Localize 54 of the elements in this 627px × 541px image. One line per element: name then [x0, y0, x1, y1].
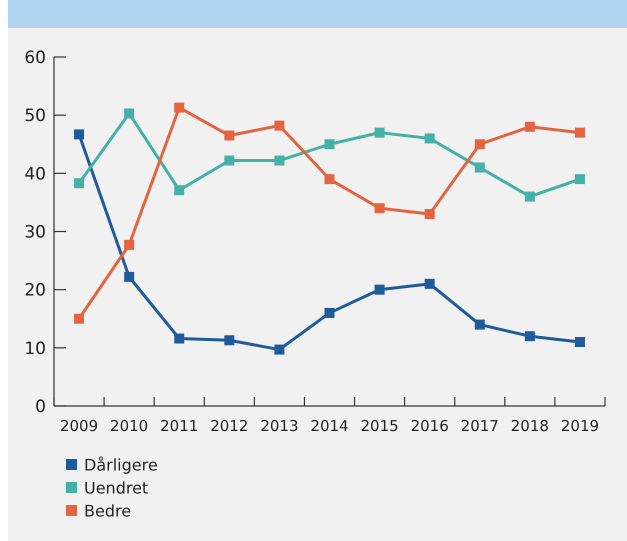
- point: [324, 139, 334, 150]
- point: [374, 284, 385, 295]
- point: [524, 192, 535, 202]
- point: [424, 209, 435, 220]
- point: [574, 337, 585, 348]
- point: [174, 334, 184, 344]
- point: [224, 335, 234, 346]
- y-tick-label: 40: [24, 164, 46, 184]
- point: [74, 178, 84, 188]
- point: [274, 344, 284, 355]
- x-tick-label: 2019: [560, 417, 600, 435]
- point: [74, 129, 84, 140]
- point: [474, 162, 485, 173]
- point: [124, 240, 134, 250]
- point: [324, 308, 334, 318]
- point: [474, 139, 485, 150]
- x-tick-label: 2014: [310, 417, 349, 435]
- point: [224, 156, 234, 166]
- point: [374, 128, 385, 138]
- point: [524, 331, 535, 342]
- point: [224, 130, 234, 141]
- point: [524, 122, 535, 132]
- point: [124, 108, 134, 118]
- y-tick-label: 50: [24, 106, 46, 126]
- y-tick-label: 60: [24, 48, 46, 68]
- x-tick-label: 2011: [160, 417, 198, 435]
- x-tick-label: 2015: [360, 417, 399, 435]
- legend-label: Dårligere: [84, 456, 158, 475]
- legend-label: Uendret: [84, 478, 148, 498]
- x-tick-label: 2009: [60, 417, 98, 435]
- point: [374, 203, 385, 214]
- y-tick-label: 20: [24, 280, 46, 301]
- point: [574, 174, 585, 184]
- x-tick-label: 2016: [410, 417, 449, 435]
- x-tick-label: 2010: [110, 417, 148, 435]
- x-tick-label: 2018: [510, 417, 549, 435]
- x-tick-label: 2012: [210, 417, 248, 435]
- point: [574, 128, 585, 138]
- point: [424, 278, 435, 289]
- point: [424, 133, 435, 144]
- point: [124, 272, 134, 282]
- point: [174, 102, 184, 113]
- x-tick-label: 2013: [260, 417, 299, 435]
- point: [474, 320, 485, 330]
- point: [274, 120, 284, 131]
- y-tick-label: 10: [24, 338, 46, 359]
- legend-label: Bedre: [84, 502, 132, 521]
- point: [324, 174, 334, 184]
- point: [274, 156, 284, 166]
- y-tick-label: 30: [24, 222, 46, 242]
- point: [174, 185, 184, 196]
- y-tick-label: 0: [35, 396, 46, 417]
- point: [74, 314, 84, 324]
- x-tick-label: 2017: [460, 417, 499, 435]
